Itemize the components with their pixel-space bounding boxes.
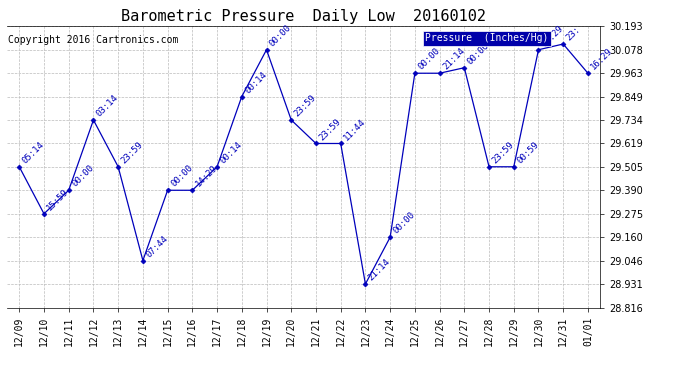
Text: 00:00: 00:00	[268, 23, 293, 48]
Title: Barometric Pressure  Daily Low  20160102: Barometric Pressure Daily Low 20160102	[121, 9, 486, 24]
Text: 23:59: 23:59	[491, 140, 516, 165]
Text: 23:: 23:	[564, 25, 582, 43]
Text: 23:59: 23:59	[317, 117, 343, 142]
Text: 03:14: 03:14	[95, 93, 120, 118]
Text: 00:00: 00:00	[70, 164, 95, 189]
Text: Pressure  (Inches/Hg): Pressure (Inches/Hg)	[425, 33, 549, 43]
Text: 15:59: 15:59	[46, 187, 71, 212]
Text: 16:29: 16:29	[589, 46, 615, 72]
Text: 00:14: 00:14	[219, 140, 244, 165]
Text: Copyright 2016 Cartronics.com: Copyright 2016 Cartronics.com	[8, 35, 179, 45]
Text: 11:44: 11:44	[342, 117, 368, 142]
Text: 05:14: 05:14	[21, 140, 46, 165]
Text: 23:59: 23:59	[293, 93, 318, 118]
Text: 00:00: 00:00	[391, 210, 417, 236]
Text: 00:00: 00:00	[466, 41, 491, 66]
Text: 00:00: 00:00	[169, 164, 195, 189]
Text: 00:59: 00:59	[515, 140, 540, 165]
Text: 23:59: 23:59	[119, 140, 145, 165]
Text: 07:44: 07:44	[144, 234, 170, 259]
Text: 00:00: 00:00	[416, 46, 442, 72]
Text: 14:29: 14:29	[194, 164, 219, 189]
Text: 21:14: 21:14	[441, 46, 466, 72]
Text: 21:14: 21:14	[367, 257, 392, 283]
Text: 00:14: 00:14	[243, 70, 268, 95]
Text: 13:29: 13:29	[540, 23, 565, 48]
